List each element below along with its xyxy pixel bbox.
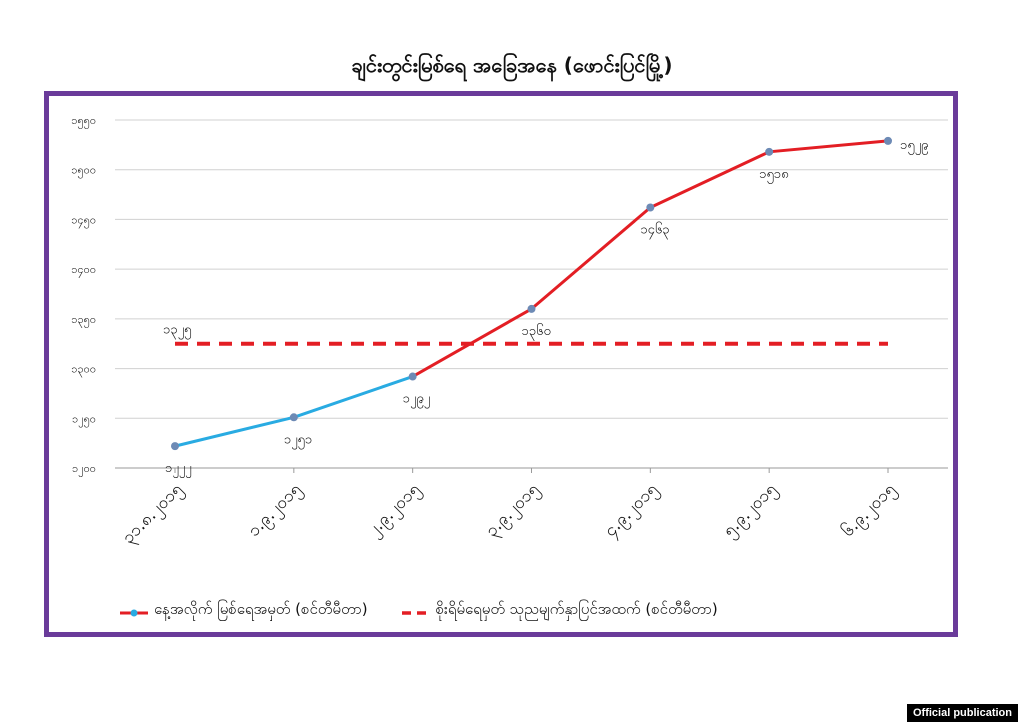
y-tick-label: ၁၄၅၀ bbox=[71, 213, 96, 228]
daily-level-point bbox=[646, 203, 655, 212]
y-tick-label: ၁၅၀၀ bbox=[71, 164, 96, 179]
legend-item-danger-level: စိုးရိမ်ရေမှတ် သုညမျက်နှာပြင်အထက် (စင်တီ… bbox=[401, 600, 718, 622]
daily-level-segment bbox=[530, 205, 652, 311]
daily-level-point bbox=[884, 136, 892, 145]
daily-level-data-label: ၁၂၂၂ bbox=[165, 461, 191, 478]
y-tick-label: ၁၅၅၀ bbox=[71, 114, 96, 129]
daily-level-data-label: ၁၂၉၂ bbox=[403, 392, 430, 409]
daily-level-segment bbox=[767, 139, 890, 154]
legend-label-daily-level: နေ့အလိုက် မြစ်ရေအမှတ် (စင်တီမီတာ) bbox=[154, 600, 368, 618]
x-tick-label: ၄.၉.၂၀၁၅ bbox=[600, 479, 664, 543]
daily-level-segment bbox=[173, 415, 296, 448]
chart-legend: နေ့အလိုက် မြစ်ရေအမှတ် (စင်တီမီတာ) စိုးရိ… bbox=[120, 600, 752, 622]
daily-level-segment bbox=[411, 307, 533, 379]
x-tick-label: ၆.၉.၂၀၁၅ bbox=[837, 479, 901, 543]
y-tick-label: ၁၂၀၀ bbox=[72, 462, 96, 477]
y-tick-label: ၁၄၀၀ bbox=[71, 263, 96, 278]
x-tick-label: ၃၁.၈.၂၀၁၅ bbox=[118, 479, 188, 549]
chart-frame bbox=[44, 91, 958, 637]
x-tick-label: ၃.၉.၂၀၁၅ bbox=[482, 479, 546, 543]
daily-level-data-label: ၁၄၆၃ bbox=[640, 221, 669, 239]
daily-level-point bbox=[765, 147, 774, 156]
legend-item-daily-level: နေ့အလိုက် မြစ်ရေအမှတ် (စင်တီမီတာ) bbox=[120, 600, 368, 622]
danger-level-label: ၁၃၂၅ bbox=[163, 323, 191, 340]
x-tick-label: ၂.၉.၂၀၁၅ bbox=[364, 479, 427, 542]
chart-title: ချင်းတွင်းမြစ်ရေ အခြေအနေ (ဖောင်းပြင်မြို… bbox=[351, 53, 673, 77]
x-tick-label: ၁.၉.၂၀၁၅ bbox=[244, 479, 308, 543]
y-tick-label: ၁၂၅၀ bbox=[72, 412, 96, 427]
daily-level-data-label: ၁၅၂၉ bbox=[900, 138, 928, 155]
daily-level-point bbox=[527, 304, 536, 313]
daily-level-segment bbox=[648, 150, 771, 209]
daily-level-point bbox=[289, 413, 298, 422]
daily-level-point bbox=[171, 442, 179, 451]
x-tick-label: ၅.၉.၂၀၁၅ bbox=[719, 479, 783, 543]
legend-label-danger-level: စိုးရိမ်ရေမှတ် သုညမျက်နှာပြင်အထက် (စင်တီ… bbox=[435, 600, 718, 618]
y-tick-label: ၁၃၅၀ bbox=[71, 313, 96, 328]
daily-level-point bbox=[408, 372, 417, 381]
daily-level-data-label: ၁၃၆၀ bbox=[522, 323, 551, 341]
y-tick-label: ၁၃၀၀ bbox=[71, 363, 96, 378]
official-publication-badge: Official publication bbox=[906, 704, 1018, 722]
legend-swatch-danger-level bbox=[401, 605, 430, 617]
daily-level-data-label: ၁၂၅၁ bbox=[284, 432, 312, 449]
daily-level-segment bbox=[292, 375, 415, 419]
legend-swatch-daily-level bbox=[120, 605, 148, 617]
daily-level-data-label: ၁၅၁၈ bbox=[759, 167, 788, 184]
